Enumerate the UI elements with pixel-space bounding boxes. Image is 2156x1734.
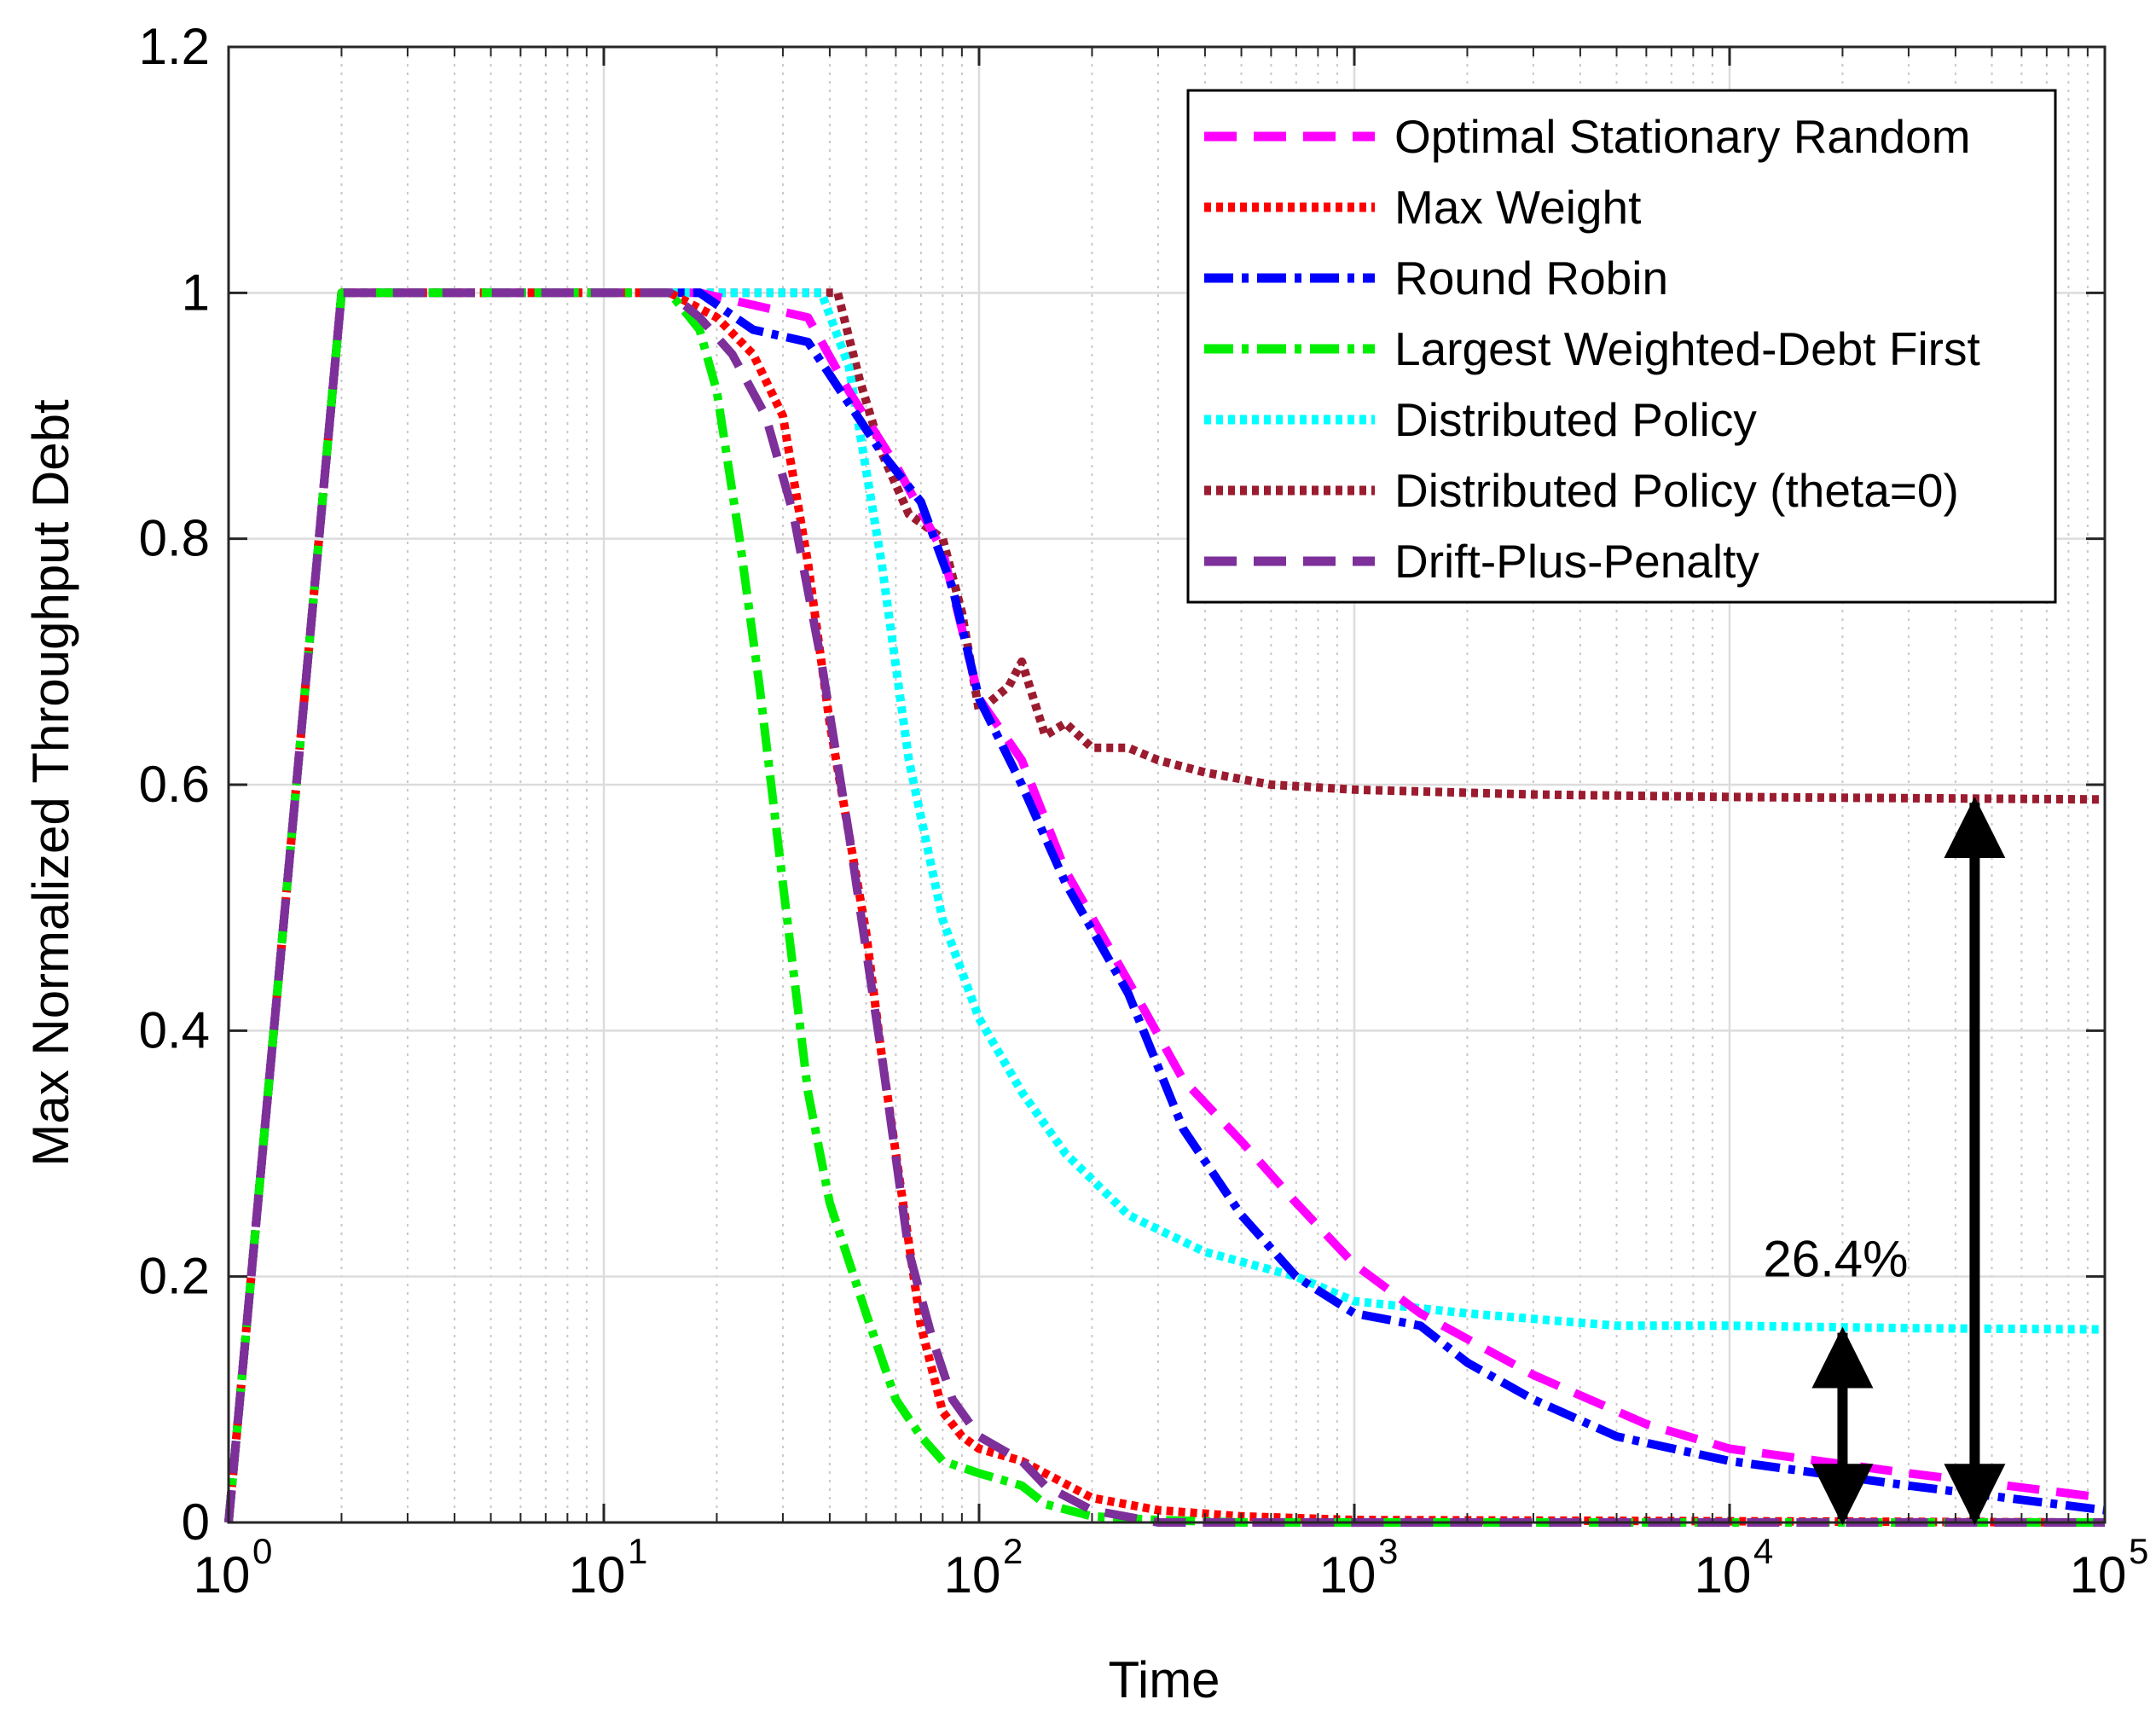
x-tick-label-exponent: 4: [1753, 1531, 1773, 1571]
y-tick-label: 0: [182, 1493, 210, 1551]
series-line-round-robin: [224, 288, 2106, 1523]
legend-label: Round Robin: [1394, 252, 1668, 304]
series-layer: [224, 288, 2106, 1527]
x-tick-label: 10: [944, 1546, 1001, 1604]
y-tick-label: 0.6: [139, 756, 210, 813]
legend-label: Max Weight: [1394, 181, 1641, 234]
series-line-largest-weighted-debt-first: [224, 288, 2105, 1527]
y-tick-label: 0.4: [139, 1001, 210, 1058]
x-tick-label-exponent: 3: [1378, 1531, 1398, 1571]
y-tick-label: 0.8: [139, 510, 210, 567]
series-line-distributed-policy: [224, 288, 2106, 1523]
y-tick-label: 1: [182, 264, 210, 321]
series-line-max-weight: [224, 288, 2106, 1527]
y-tick-label: 0.2: [139, 1248, 210, 1305]
ticks: 00.20.40.60.811.210 0 10 1 10 2 10 3 10 4 10 5: [139, 18, 2149, 1604]
x-axis-label: Time: [1108, 1651, 1220, 1708]
x-tick-label: 10: [1695, 1546, 1752, 1604]
x-tick-label-exponent: 1: [628, 1531, 647, 1571]
annotation-label: 26.4%: [1763, 1231, 1908, 1288]
annotations: 26.4%: [1763, 797, 2006, 1526]
x-tick-label: 10: [1319, 1546, 1376, 1604]
x-tick-label: 10: [194, 1546, 251, 1604]
x-tick-label-exponent: 2: [1003, 1531, 1023, 1571]
y-axis-label: Max Normalized Throughput Debt: [22, 399, 79, 1167]
legend-label: Largest Weighted-Debt First: [1394, 322, 1980, 375]
legend-label: Optimal Stationary Random: [1394, 110, 1971, 163]
x-tick-label: 10: [569, 1546, 626, 1604]
y-tick-label: 1.2: [139, 18, 210, 75]
legend-label: Distributed Policy (theta=0): [1394, 464, 1959, 517]
series-line-distributed-policy-theta-0: [224, 288, 2106, 1523]
legend-label: Drift-Plus-Penalty: [1394, 535, 1759, 588]
legend: Optimal Stationary Random Max Weight Round…: [1186, 89, 2057, 604]
series-line-drift-plus-penalty: [224, 288, 2105, 1527]
legend-label: Distributed Policy: [1394, 393, 1757, 446]
x-tick-label-exponent: 0: [252, 1531, 272, 1571]
x-tick-label-exponent: 5: [2129, 1531, 2148, 1571]
series-line-optimal-stationary-random: [224, 288, 2106, 1523]
x-tick-label: 10: [2070, 1546, 2127, 1604]
